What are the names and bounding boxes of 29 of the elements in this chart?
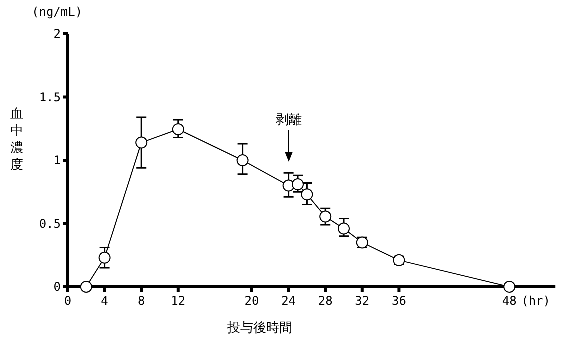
- y-axis-title: 血中濃度: [10, 107, 24, 173]
- y-tick-label: 0: [54, 280, 61, 294]
- x-tick-label: 4: [101, 294, 108, 308]
- x-tick-label: 36: [392, 294, 406, 308]
- x-tick-label: 8: [138, 294, 146, 308]
- text: (hr): [522, 294, 551, 308]
- x-tick-label: 28: [318, 294, 333, 308]
- x-tick-label: 20: [244, 294, 260, 308]
- y-tick-label: 0.5: [39, 216, 61, 231]
- point: [301, 188, 314, 201]
- point: [292, 178, 304, 191]
- point: [504, 281, 516, 293]
- y-tick-label: 1.5: [39, 90, 61, 104]
- point: [136, 136, 148, 149]
- x-tick-label: 32: [355, 294, 370, 308]
- x-axis-title: 投与後時間: [226, 321, 292, 336]
- x-tick-label: 12: [171, 294, 186, 308]
- annotation: 剥離: [276, 113, 302, 128]
- text: (ng/mL): [32, 5, 83, 19]
- y-tick-label: 2: [54, 27, 61, 41]
- point: [172, 124, 184, 136]
- point: [338, 222, 350, 235]
- x-tick-label: 0: [64, 294, 72, 308]
- x-tick-label: 24: [282, 294, 296, 308]
- point: [80, 281, 92, 293]
- x-tick-label: 48: [502, 294, 517, 308]
- point: [98, 252, 111, 264]
- point: [236, 154, 249, 166]
- y-tick-label: 1: [54, 154, 61, 168]
